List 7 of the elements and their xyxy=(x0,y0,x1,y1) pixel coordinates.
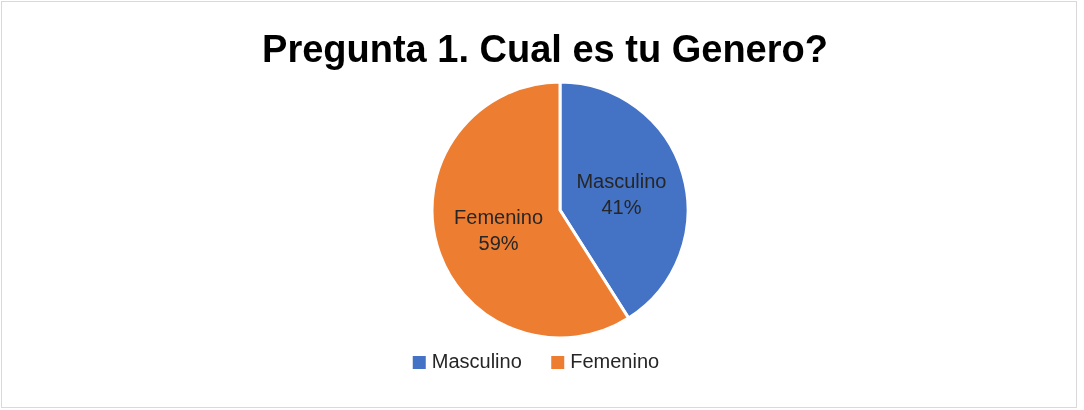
slice-label: Femenino xyxy=(454,205,544,228)
data-label: 41% xyxy=(601,196,642,219)
chart-title: Pregunta 1. Cual es tu Genero? xyxy=(262,28,828,70)
legend-label: Femenino xyxy=(570,350,660,372)
slice-label: Masculino xyxy=(576,170,667,193)
data-label: 59% xyxy=(478,231,519,254)
legend-label: Masculino xyxy=(431,350,522,372)
